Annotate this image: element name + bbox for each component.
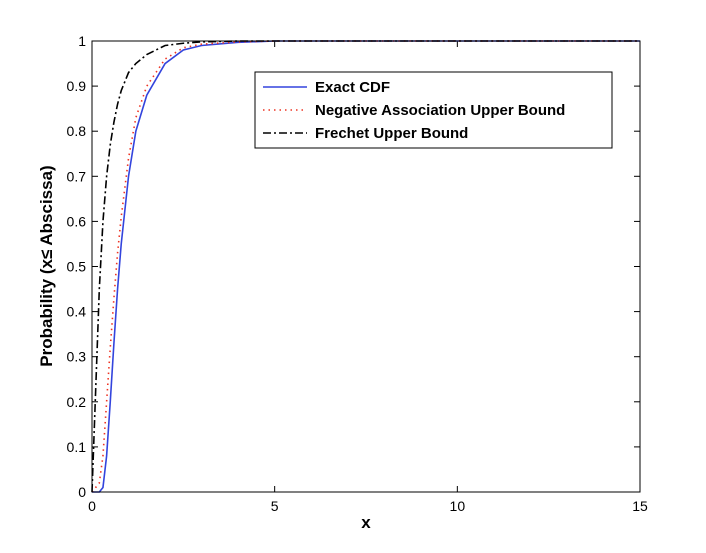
y-tick-label: 0.6	[67, 213, 87, 229]
y-tick-label: 0.5	[67, 259, 87, 275]
legend-label: Frechet Upper Bound	[315, 125, 468, 142]
y-tick-label: 0.1	[67, 439, 87, 455]
x-axis-label: x	[361, 513, 371, 532]
legend: Exact CDF Negative Association Upper Boun…	[254, 71, 613, 149]
legend-label: Negative Association Upper Bound	[315, 102, 565, 119]
y-tick-label: 0	[78, 484, 86, 500]
x-tick-label: 15	[632, 498, 648, 514]
legend-label: Exact CDF	[315, 79, 390, 96]
y-tick-label: 0.9	[67, 78, 87, 94]
y-tick-label: 0.3	[67, 349, 87, 365]
y-tick-label: 0.2	[67, 394, 87, 410]
y-axis-label: Probability (x≤ Abscissa)	[37, 165, 56, 366]
legend-box	[254, 71, 613, 149]
y-tick-label: 0.4	[67, 304, 87, 320]
y-tick-label: 0.8	[67, 123, 87, 139]
y-tick-label: 1	[78, 33, 86, 49]
y-tick-label: 0.7	[67, 168, 87, 184]
x-tick-label: 10	[450, 498, 466, 514]
x-tick-label: 5	[271, 498, 279, 514]
x-tick-label: 0	[88, 498, 96, 514]
plot-frame	[91, 40, 641, 493]
